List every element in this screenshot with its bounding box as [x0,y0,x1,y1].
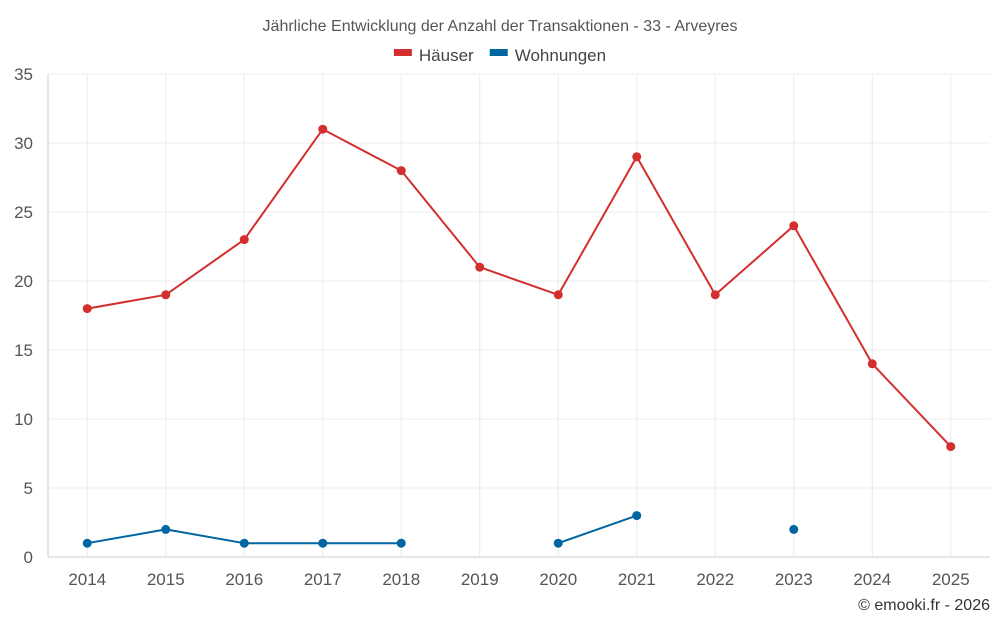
series-line [87,128,952,448]
x-tick-label: 2023 [775,570,813,589]
x-tick-label: 2016 [225,570,263,589]
x-tick-label: 2022 [696,570,734,589]
legend: Häuser Wohnungen [393,46,606,65]
data-point[interactable] [946,442,956,452]
data-point[interactable] [318,538,328,548]
data-point[interactable] [396,166,406,176]
series-wohnungen [82,511,799,548]
data-point[interactable] [82,304,92,314]
legend-swatch [393,49,412,56]
y-tick-label: 30 [14,134,33,153]
data-point[interactable] [553,538,563,548]
series-group [82,124,956,548]
credit-text: © emooki.fr - 2026 [858,597,990,614]
x-tick-label: 2014 [68,570,106,589]
legend-label[interactable]: Wohnungen [515,46,606,65]
data-point[interactable] [710,290,720,300]
data-point[interactable] [789,524,799,534]
data-point[interactable] [239,235,249,245]
x-tick-label: 2018 [382,570,420,589]
y-tick-label: 25 [14,203,33,222]
legend-label[interactable]: Häuser [419,46,474,65]
series-line [557,514,638,545]
x-tick-label: 2021 [618,570,656,589]
x-tick-label: 2019 [461,570,499,589]
y-tick-label: 5 [24,479,33,498]
y-tick-label: 20 [14,272,33,291]
data-point[interactable] [553,290,563,300]
data-point[interactable] [239,538,249,548]
x-tick-label: 2020 [539,570,577,589]
data-point[interactable] [475,262,485,272]
legend-swatch [489,49,508,56]
y-tick-label: 35 [14,65,33,84]
y-tick-label: 15 [14,341,33,360]
data-point[interactable] [161,524,171,534]
data-point[interactable] [632,152,642,162]
chart-title: Jährliche Entwicklung der Anzahl der Tra… [263,18,738,35]
data-point[interactable] [789,221,799,231]
x-tick-label: 2025 [932,570,970,589]
data-point[interactable] [396,538,406,548]
data-point[interactable] [161,290,171,300]
data-point[interactable] [867,359,877,369]
grid [48,73,990,557]
x-tick-label: 2017 [304,570,342,589]
x-tick-label: 2015 [147,570,185,589]
data-point[interactable] [318,124,328,134]
x-tick-label: 2024 [853,570,891,589]
y-tick-label: 0 [24,548,33,567]
series-haeuser [82,124,956,452]
y-tick-label: 10 [14,410,33,429]
data-point[interactable] [82,538,92,548]
data-point[interactable] [632,511,642,521]
